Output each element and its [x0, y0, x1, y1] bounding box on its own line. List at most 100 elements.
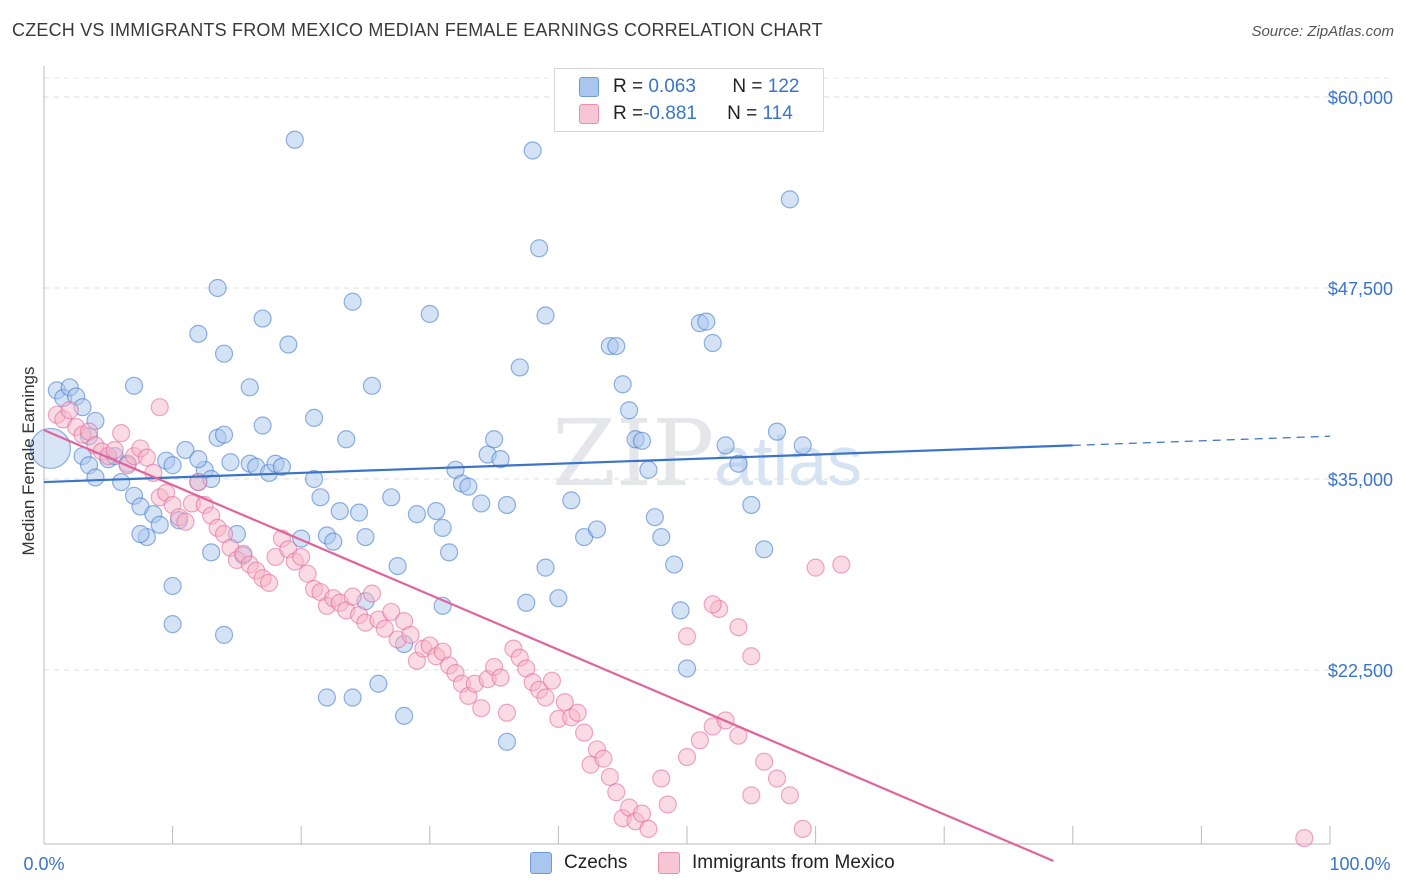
czech-point	[433, 518, 452, 537]
czech-point	[536, 306, 555, 325]
czech-point	[214, 344, 234, 363]
mexico-point	[555, 692, 574, 712]
czech-point	[343, 292, 362, 311]
mexico-point	[703, 595, 722, 614]
mexico-point	[362, 584, 382, 603]
mexico-point	[112, 424, 131, 443]
series-legend-mexico[interactable]: Immigrants from Mexico	[658, 852, 895, 874]
czech-point	[150, 515, 169, 534]
mexico-point	[298, 564, 317, 583]
czech-point	[394, 706, 414, 725]
czech-point	[29, 427, 72, 470]
czech-point	[221, 453, 240, 472]
mexico-point	[607, 783, 626, 802]
mexico-point	[137, 448, 156, 467]
series-label-mexico: Immigrants from Mexico	[692, 852, 895, 873]
czech-point	[112, 472, 131, 492]
legend-n-value: 114	[762, 103, 793, 124]
data-points	[29, 130, 1314, 848]
czech-point	[665, 555, 684, 574]
mexico-point	[343, 587, 362, 606]
mexico-point	[793, 819, 812, 839]
czech-point	[472, 494, 491, 513]
correlation-legend: R = 0.063 N = 122 R = -0.881 N = 114	[554, 68, 824, 132]
czech-point	[497, 732, 517, 751]
axis-labels: $22,500 $35,000 $47,500 $60,000 0.0% 100.0% Me…	[19, 88, 1393, 874]
mexico-point	[375, 619, 394, 638]
czech-point	[755, 540, 774, 559]
series-label-czechs: Czechs	[564, 852, 628, 873]
czech-point	[716, 436, 735, 455]
czech-point	[202, 543, 221, 562]
czech-point	[304, 408, 324, 427]
czech-point	[208, 278, 227, 298]
czech-point	[639, 460, 658, 479]
legend-r-label: R =	[613, 76, 644, 97]
legend-swatch-mexico	[579, 104, 599, 124]
czech-point	[86, 468, 105, 487]
trend-lines	[43, 429, 1331, 863]
series-legend: Czechs Immigrants from Mexico	[0, 852, 1406, 878]
legend-r-value: 0.063	[648, 76, 696, 97]
czech-point	[163, 576, 182, 596]
mexico-point	[677, 747, 697, 767]
czech-trend-line	[43, 444, 1073, 484]
mexico-point	[742, 647, 761, 666]
mexico-point	[806, 558, 825, 577]
mexico-point	[292, 547, 311, 567]
czech-point	[382, 488, 401, 507]
czech-point	[613, 375, 632, 394]
czech-point	[285, 130, 304, 149]
czech-point	[356, 527, 375, 547]
grid-lines	[44, 77, 1394, 671]
mexico-point	[767, 769, 787, 788]
mexico-point	[150, 398, 169, 417]
czech-point	[163, 456, 182, 475]
legend-swatch-czechs	[579, 77, 599, 97]
czech-point	[536, 558, 555, 577]
czech-point	[729, 454, 748, 473]
czech-point	[497, 495, 517, 515]
y-tick-label: $35,000	[1328, 470, 1393, 490]
czech-point	[253, 309, 272, 328]
czech-point	[780, 190, 799, 209]
legend-n-value: 122	[767, 76, 800, 97]
mexico-trend-line	[43, 429, 1054, 863]
czech-point	[439, 543, 459, 562]
legend-r-value: -0.881	[643, 103, 697, 124]
czech-point	[279, 335, 298, 354]
series-legend-czechs[interactable]: Czechs	[530, 852, 627, 874]
czech-point	[742, 495, 761, 515]
czech-point	[253, 416, 272, 435]
mexico-point	[382, 602, 401, 622]
czech-point	[645, 508, 664, 527]
czech-point	[330, 501, 349, 521]
czech-point	[214, 625, 234, 644]
czech-point	[652, 527, 671, 547]
czech-point	[632, 431, 652, 450]
czech-point	[549, 589, 568, 608]
czech-point	[459, 477, 478, 496]
czech-point	[407, 505, 427, 524]
mexico-point	[600, 767, 619, 787]
czech-point	[388, 556, 407, 576]
mexico-point	[575, 723, 594, 742]
mexico-point	[729, 618, 748, 637]
mexico-point	[491, 668, 510, 687]
mexico-point	[677, 627, 697, 646]
axes	[43, 66, 1331, 845]
czech-point	[343, 688, 362, 707]
czech-point	[131, 524, 150, 544]
mexico-point	[497, 703, 517, 722]
mexico-point	[259, 573, 279, 593]
mexico-point	[755, 752, 774, 771]
series-swatch-czechs	[530, 852, 552, 874]
chart-title: CZECH VS IMMIGRANTS FROM MEXICO MEDIAN F…	[12, 20, 823, 40]
czech-point	[324, 532, 343, 551]
mexico-point	[658, 795, 677, 814]
czech-point	[176, 440, 195, 460]
mexico-point	[832, 555, 851, 574]
czech-point	[214, 425, 234, 444]
mexico-point	[639, 819, 658, 839]
